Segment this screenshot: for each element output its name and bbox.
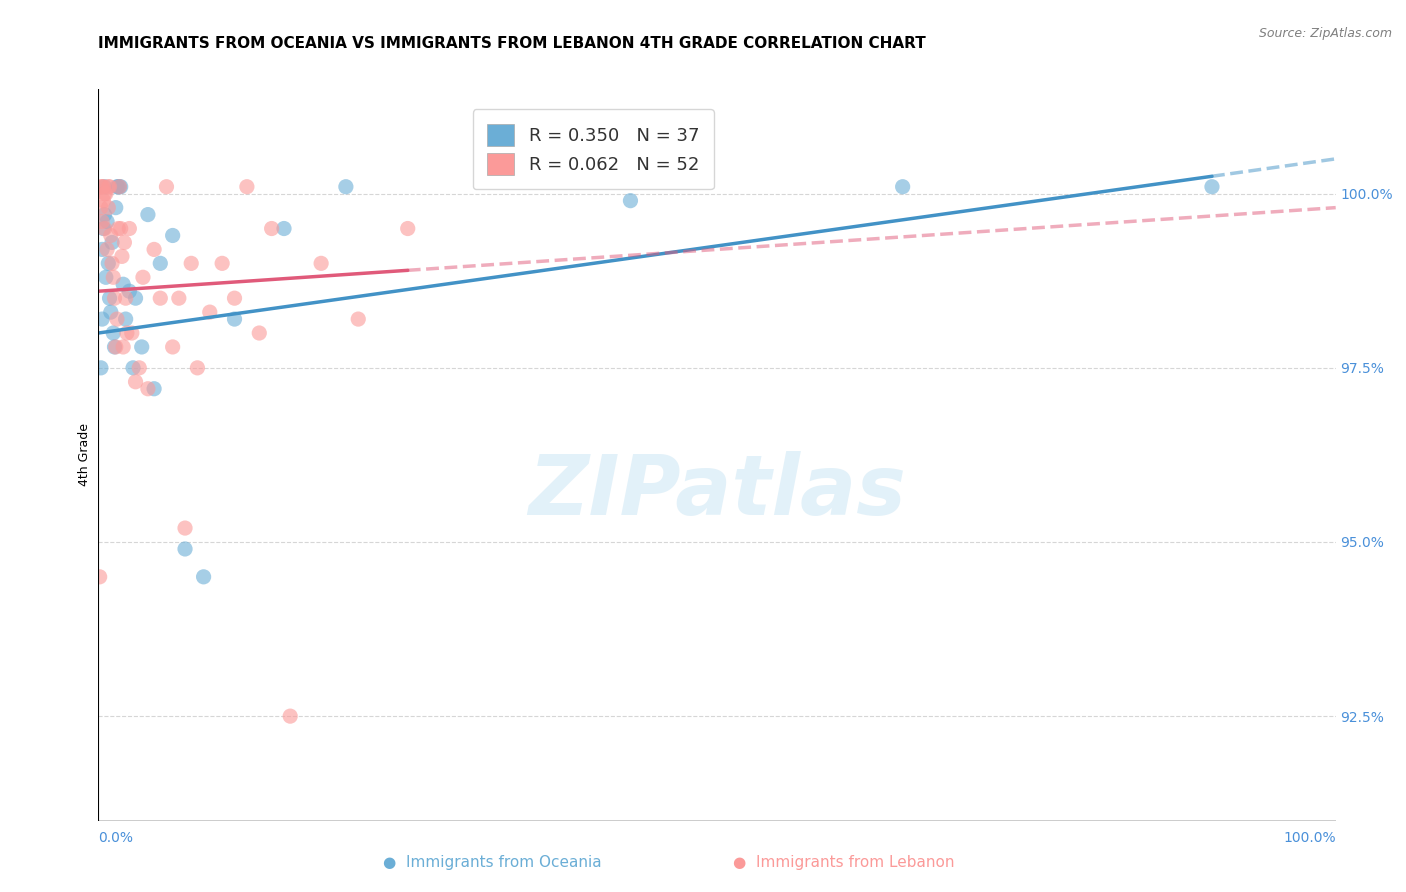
Point: [103, 326, 125, 340]
Point: [132, 270, 155, 285]
Point: [122, 360, 145, 375]
Point: [143, 382, 166, 396]
Point: [112, 340, 135, 354]
Text: ●  Immigrants from Oceania: ● Immigrants from Oceania: [382, 855, 602, 870]
Point: [260, 221, 283, 235]
Point: [103, 270, 125, 285]
Point: [236, 179, 259, 194]
Point: [97, 179, 120, 194]
Point: [619, 194, 641, 208]
Point: [97, 256, 120, 270]
Point: [98, 179, 121, 194]
Point: [162, 228, 184, 243]
Text: 100.0%: 100.0%: [1284, 831, 1336, 845]
Text: ZIPatlas: ZIPatlas: [529, 451, 905, 532]
Point: [136, 382, 159, 396]
Point: [110, 221, 132, 235]
Y-axis label: 4th Grade: 4th Grade: [79, 424, 91, 486]
Point: [155, 179, 177, 194]
Point: [110, 179, 132, 194]
Point: [108, 179, 131, 194]
Point: [93, 221, 115, 235]
Text: 0.0%: 0.0%: [98, 831, 134, 845]
Point: [224, 291, 246, 305]
Point: [97, 201, 120, 215]
Point: [101, 235, 124, 250]
Point: [278, 709, 301, 723]
Legend: R = 0.350   N = 37, R = 0.062   N = 52: R = 0.350 N = 37, R = 0.062 N = 52: [472, 109, 714, 189]
Point: [91, 214, 114, 228]
Point: [167, 291, 190, 305]
Point: [180, 256, 202, 270]
Point: [104, 340, 127, 354]
Text: Source: ZipAtlas.com: Source: ZipAtlas.com: [1258, 27, 1392, 40]
Point: [224, 312, 246, 326]
Point: [118, 284, 141, 298]
Point: [96, 214, 118, 228]
Point: [90, 360, 112, 375]
Point: [128, 360, 150, 375]
Point: [1201, 179, 1223, 194]
Point: [90, 179, 112, 194]
Point: [211, 256, 233, 270]
Point: [124, 375, 146, 389]
Point: [112, 277, 135, 292]
Point: [247, 326, 270, 340]
Point: [347, 312, 370, 326]
Point: [114, 312, 136, 326]
Point: [396, 221, 419, 235]
Point: [103, 291, 125, 305]
Point: [100, 305, 122, 319]
Text: IMMIGRANTS FROM OCEANIA VS IMMIGRANTS FROM LEBANON 4TH GRADE CORRELATION CHART: IMMIGRANTS FROM OCEANIA VS IMMIGRANTS FR…: [98, 36, 927, 51]
Point: [111, 249, 134, 263]
Point: [193, 570, 215, 584]
Point: [105, 312, 128, 326]
Point: [335, 179, 357, 194]
Point: [198, 305, 221, 319]
Point: [107, 179, 129, 194]
Point: [91, 243, 114, 257]
Point: [118, 221, 141, 235]
Point: [174, 521, 197, 535]
Point: [108, 179, 131, 194]
Point: [103, 340, 125, 354]
Point: [93, 221, 115, 235]
Point: [112, 235, 135, 250]
Point: [100, 228, 122, 243]
Point: [94, 270, 117, 285]
Point: [162, 340, 184, 354]
Point: [131, 340, 153, 354]
Point: [96, 243, 118, 257]
Point: [91, 312, 114, 326]
Point: [107, 221, 129, 235]
Point: [94, 186, 117, 201]
Point: [114, 291, 136, 305]
Text: ●  Immigrants from Lebanon: ● Immigrants from Lebanon: [733, 855, 955, 870]
Point: [93, 186, 115, 201]
Point: [136, 208, 159, 222]
Point: [149, 256, 172, 270]
Point: [90, 201, 112, 215]
Point: [121, 326, 143, 340]
Point: [101, 256, 124, 270]
Point: [149, 291, 172, 305]
Point: [93, 179, 115, 194]
Point: [89, 570, 111, 584]
Point: [891, 179, 914, 194]
Point: [309, 256, 332, 270]
Point: [104, 201, 127, 215]
Point: [93, 179, 115, 194]
Point: [98, 291, 121, 305]
Point: [91, 179, 114, 194]
Point: [143, 243, 166, 257]
Point: [174, 541, 197, 556]
Point: [186, 360, 208, 375]
Point: [93, 208, 115, 222]
Point: [115, 326, 138, 340]
Point: [124, 291, 146, 305]
Point: [93, 194, 115, 208]
Point: [105, 179, 128, 194]
Point: [273, 221, 295, 235]
